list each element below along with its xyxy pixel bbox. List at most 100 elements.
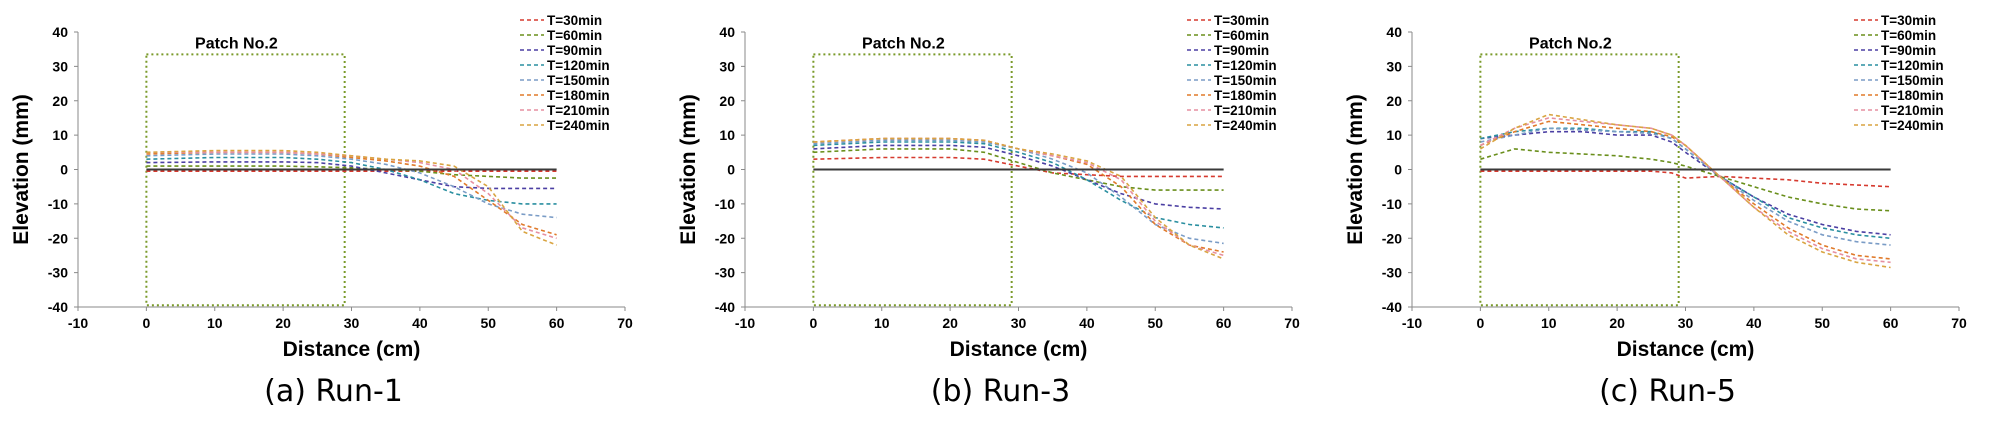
y-tick-label: -20 — [48, 230, 68, 246]
legend-label: T=180min — [547, 88, 610, 103]
chart-panel-run-5: -40 -30 -20 -10 0 10 20 30 40 -10 0 10 20 30 40 50 60 70 D… — [1334, 0, 2001, 423]
x-axis-title: Distance (cm) — [1617, 338, 1755, 361]
legend-label: T=150min — [547, 73, 610, 88]
y-axis-title: Elevation (mm) — [677, 94, 700, 245]
x-tick-label: 50 — [1147, 315, 1163, 331]
series-line-t-180min — [146, 151, 557, 236]
y-tick-label: -40 — [48, 299, 68, 315]
y-tick-label: 30 — [719, 58, 735, 74]
series-line-t-240min — [1479, 113, 1891, 269]
caption: (b) Run-3 — [930, 374, 1071, 409]
series-line-t-150min — [1480, 127, 1891, 246]
caption: (a) Run-1 — [264, 374, 403, 409]
series-line-t-240min — [146, 149, 557, 246]
patch-label: Patch No.2 — [862, 35, 945, 52]
series-line-t-30min — [813, 156, 1224, 178]
x-tick-label: 60 — [549, 315, 565, 331]
patch-box — [1479, 53, 1680, 307]
x-tick-label: 10 — [1541, 315, 1557, 331]
y-tick-label: -10 — [1382, 196, 1402, 212]
x-axis-title: Distance (cm) — [283, 338, 421, 361]
legend-label: T=60min — [1214, 28, 1269, 43]
legend-label: T=180min — [1214, 88, 1277, 103]
series-line-t-60min — [813, 148, 1224, 191]
legend-label: T=120min — [1881, 58, 1944, 73]
y-tick-label: -20 — [1382, 230, 1402, 246]
legend-label: T=150min — [1214, 73, 1277, 88]
x-tick-label: 20 — [275, 315, 291, 331]
x-tick-label: 40 — [1079, 315, 1095, 331]
x-tick-label: 70 — [617, 315, 633, 331]
legend-label: T=150min — [1881, 73, 1944, 88]
legend-label: T=120min — [547, 58, 610, 73]
x-tick-label: -10 — [735, 315, 755, 331]
legend: T=30minT=60minT=90minT=120minT=150minT=1… — [1854, 13, 1944, 133]
chart-svg: -40 -30 -20 -10 0 10 20 30 40 -10 0 10 20 30 40 50 60 70 D… — [10, 13, 633, 361]
y-tick-label: 0 — [60, 162, 68, 178]
series-line-t-210min — [1480, 117, 1891, 264]
legend-label: T=30min — [1881, 13, 1936, 28]
y-tick-label: 20 — [52, 93, 68, 109]
y-tick-label: 20 — [1386, 93, 1402, 109]
legend: T=30minT=60minT=90minT=120minT=150minT=1… — [520, 13, 610, 133]
y-tick-label: -30 — [715, 265, 735, 281]
x-axis-title: Distance (cm) — [950, 338, 1088, 361]
x-tick-label: -10 — [68, 315, 88, 331]
series-line-t-120min — [1480, 127, 1891, 240]
series-line-t-90min — [146, 161, 557, 190]
x-tick-label: 20 — [942, 315, 958, 331]
series-line-t-150min — [813, 139, 1224, 245]
x-tick-label: 30 — [1678, 315, 1694, 331]
y-tick-label: 10 — [1386, 127, 1402, 143]
x-tick-label: 10 — [207, 315, 223, 331]
series-line-t-180min — [1480, 120, 1891, 260]
legend-label: T=60min — [1881, 28, 1936, 43]
x-tick-label: 0 — [1476, 315, 1484, 331]
legend-label: T=240min — [547, 118, 610, 133]
legend-label: T=60min — [547, 28, 602, 43]
series-line-t-90min — [813, 144, 1224, 210]
x-tick-label: 40 — [1746, 315, 1762, 331]
y-tick-label: -30 — [48, 265, 68, 281]
series-line-t-240min — [813, 137, 1224, 260]
y-tick-label: 10 — [719, 127, 735, 143]
y-tick-label: 30 — [1386, 58, 1402, 74]
y-axis-title: Elevation (mm) — [10, 94, 33, 245]
chart-panel-run-1: -40 -30 -20 -10 0 10 20 30 40 -10 0 10 20 30 40 50 60 70 D… — [0, 0, 667, 423]
y-tick-label: -10 — [715, 196, 735, 212]
x-tick-label: 70 — [1284, 315, 1300, 331]
patch-label: Patch No.2 — [195, 35, 278, 52]
legend-label: T=90min — [547, 43, 602, 58]
x-tick-label: 30 — [1011, 315, 1027, 331]
series-line-t-30min — [1480, 170, 1891, 188]
series-line-t-120min — [813, 141, 1224, 229]
y-tick-label: 0 — [1394, 162, 1402, 178]
x-tick-label: 70 — [1951, 315, 1967, 331]
x-tick-label: 60 — [1216, 315, 1232, 331]
chart-svg: -40 -30 -20 -10 0 10 20 30 40 -10 0 10 20 30 40 50 60 70 D… — [1344, 13, 1967, 361]
y-tick-label: -40 — [715, 299, 735, 315]
legend-label: T=240min — [1881, 118, 1944, 133]
y-tick-label: -20 — [715, 230, 735, 246]
chart-svg: -40 -30 -20 -10 0 10 20 30 40 -10 0 10 20 30 40 50 60 70 D… — [677, 13, 1300, 361]
x-tick-label: 20 — [1609, 315, 1625, 331]
y-tick-label: 40 — [1386, 24, 1402, 40]
y-tick-label: 0 — [727, 162, 735, 178]
y-tick-label: -10 — [48, 196, 68, 212]
y-tick-label: 10 — [52, 127, 68, 143]
legend-label: T=30min — [547, 13, 602, 28]
legend-label: T=210min — [1214, 103, 1277, 118]
series-line-t-150min — [146, 153, 557, 219]
legend-label: T=90min — [1214, 43, 1269, 58]
y-tick-label: 20 — [719, 93, 735, 109]
x-tick-label: 50 — [480, 315, 496, 331]
x-tick-label: 50 — [1814, 315, 1830, 331]
y-tick-label: -30 — [1382, 265, 1402, 281]
series-line-t-120min — [146, 156, 557, 205]
legend-label: T=240min — [1214, 118, 1277, 133]
legend-label: T=180min — [1881, 88, 1944, 103]
y-tick-label: 40 — [719, 24, 735, 40]
legend-label: T=30min — [1214, 13, 1269, 28]
x-tick-label: 0 — [142, 315, 150, 331]
